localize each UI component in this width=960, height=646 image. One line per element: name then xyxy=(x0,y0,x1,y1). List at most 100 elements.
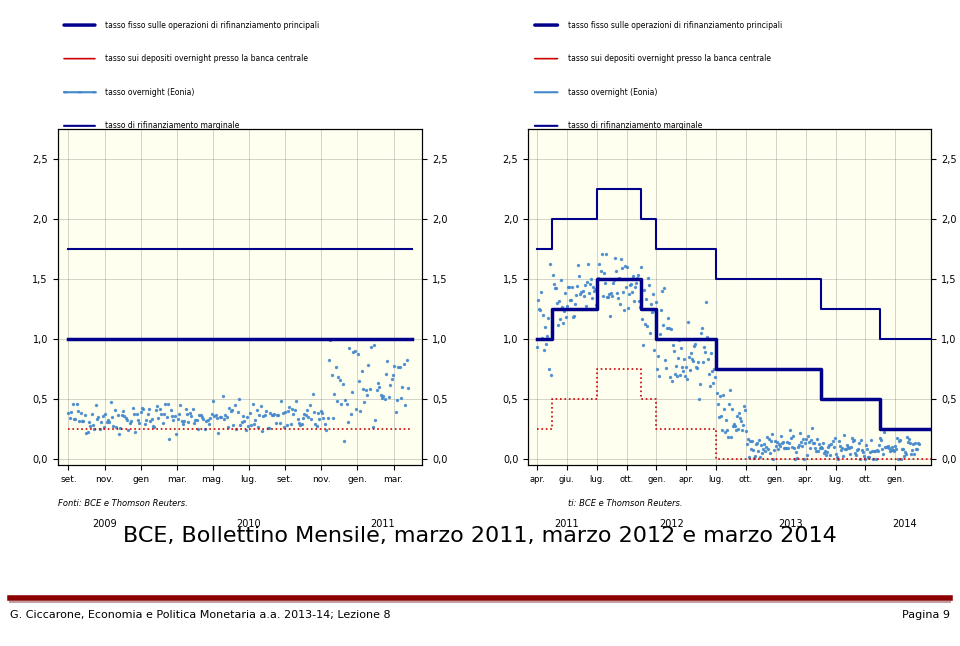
Point xyxy=(892,435,907,446)
Point xyxy=(737,405,753,415)
Point xyxy=(397,401,413,411)
Point xyxy=(855,447,871,457)
Point xyxy=(635,314,650,324)
Point xyxy=(197,424,212,434)
Point xyxy=(847,448,862,458)
Point xyxy=(761,433,777,444)
Point xyxy=(802,437,817,448)
Point xyxy=(649,364,664,375)
Point xyxy=(827,433,842,443)
Point xyxy=(320,413,335,423)
Point xyxy=(89,414,105,424)
Point xyxy=(400,383,416,393)
Point xyxy=(862,446,877,457)
Point xyxy=(751,435,766,445)
Point xyxy=(674,343,689,353)
Point xyxy=(662,371,678,382)
Point xyxy=(538,322,553,333)
Point xyxy=(619,262,635,273)
Point xyxy=(882,445,898,455)
Point xyxy=(717,427,732,437)
Point xyxy=(338,395,353,406)
Point xyxy=(314,408,329,419)
Point xyxy=(643,298,659,309)
Point xyxy=(583,279,598,289)
Point xyxy=(684,348,699,359)
Point xyxy=(228,400,243,410)
Point xyxy=(396,359,412,369)
Point xyxy=(345,387,360,397)
Point xyxy=(150,401,165,411)
Point xyxy=(703,381,718,391)
Point xyxy=(148,405,163,415)
Point xyxy=(223,406,238,416)
Point xyxy=(83,421,98,431)
Point xyxy=(79,428,94,439)
Point xyxy=(664,375,680,386)
Point xyxy=(899,448,914,459)
Point xyxy=(569,280,585,291)
Point xyxy=(813,443,828,453)
Point xyxy=(617,260,633,271)
Point xyxy=(796,433,811,444)
Point xyxy=(624,286,639,297)
Point xyxy=(769,437,784,447)
Text: 2010: 2010 xyxy=(237,519,261,529)
Point xyxy=(255,410,271,421)
Point xyxy=(373,390,389,400)
Point xyxy=(872,440,887,450)
Point xyxy=(894,454,909,464)
Point xyxy=(332,375,348,385)
Point xyxy=(192,410,207,420)
Point xyxy=(222,402,237,413)
Point xyxy=(333,399,348,410)
Point xyxy=(132,418,147,428)
Point xyxy=(609,288,624,298)
Point xyxy=(685,356,701,366)
Point xyxy=(780,443,796,453)
Point xyxy=(819,450,834,461)
Point xyxy=(293,419,308,430)
Point xyxy=(658,355,673,366)
Point xyxy=(613,254,629,264)
Point xyxy=(729,412,744,422)
Point xyxy=(865,453,880,464)
Point xyxy=(343,408,358,419)
Point xyxy=(787,454,803,464)
Text: tasso di rifinanziamento marginale: tasso di rifinanziamento marginale xyxy=(105,121,239,130)
Text: ti: BCE e Thomson Reuters.: ti: BCE e Thomson Reuters. xyxy=(568,499,683,508)
Point xyxy=(555,302,570,312)
Point xyxy=(780,437,795,447)
Point xyxy=(290,414,305,424)
Point xyxy=(835,451,851,461)
Point xyxy=(268,418,283,428)
Point xyxy=(232,421,248,431)
Point xyxy=(708,371,723,382)
Point xyxy=(881,443,897,453)
Point xyxy=(219,412,234,422)
Point xyxy=(877,442,893,452)
Point xyxy=(591,259,607,269)
Point xyxy=(328,362,344,372)
Point xyxy=(648,297,663,307)
Point xyxy=(237,416,252,426)
Point xyxy=(381,391,396,402)
Point xyxy=(546,279,562,289)
Point xyxy=(177,416,192,426)
Point xyxy=(557,306,572,316)
Point xyxy=(875,444,890,454)
Point xyxy=(589,280,605,290)
Point xyxy=(764,429,780,439)
Point xyxy=(152,404,167,414)
Text: 2011: 2011 xyxy=(371,519,395,529)
Point xyxy=(595,291,611,302)
Point xyxy=(124,416,139,426)
Point xyxy=(715,390,731,401)
Point xyxy=(126,409,141,419)
Point xyxy=(887,441,902,452)
Point xyxy=(895,444,910,454)
Point xyxy=(234,417,250,427)
Point xyxy=(93,417,108,427)
Point xyxy=(731,408,746,419)
Point xyxy=(792,439,807,450)
